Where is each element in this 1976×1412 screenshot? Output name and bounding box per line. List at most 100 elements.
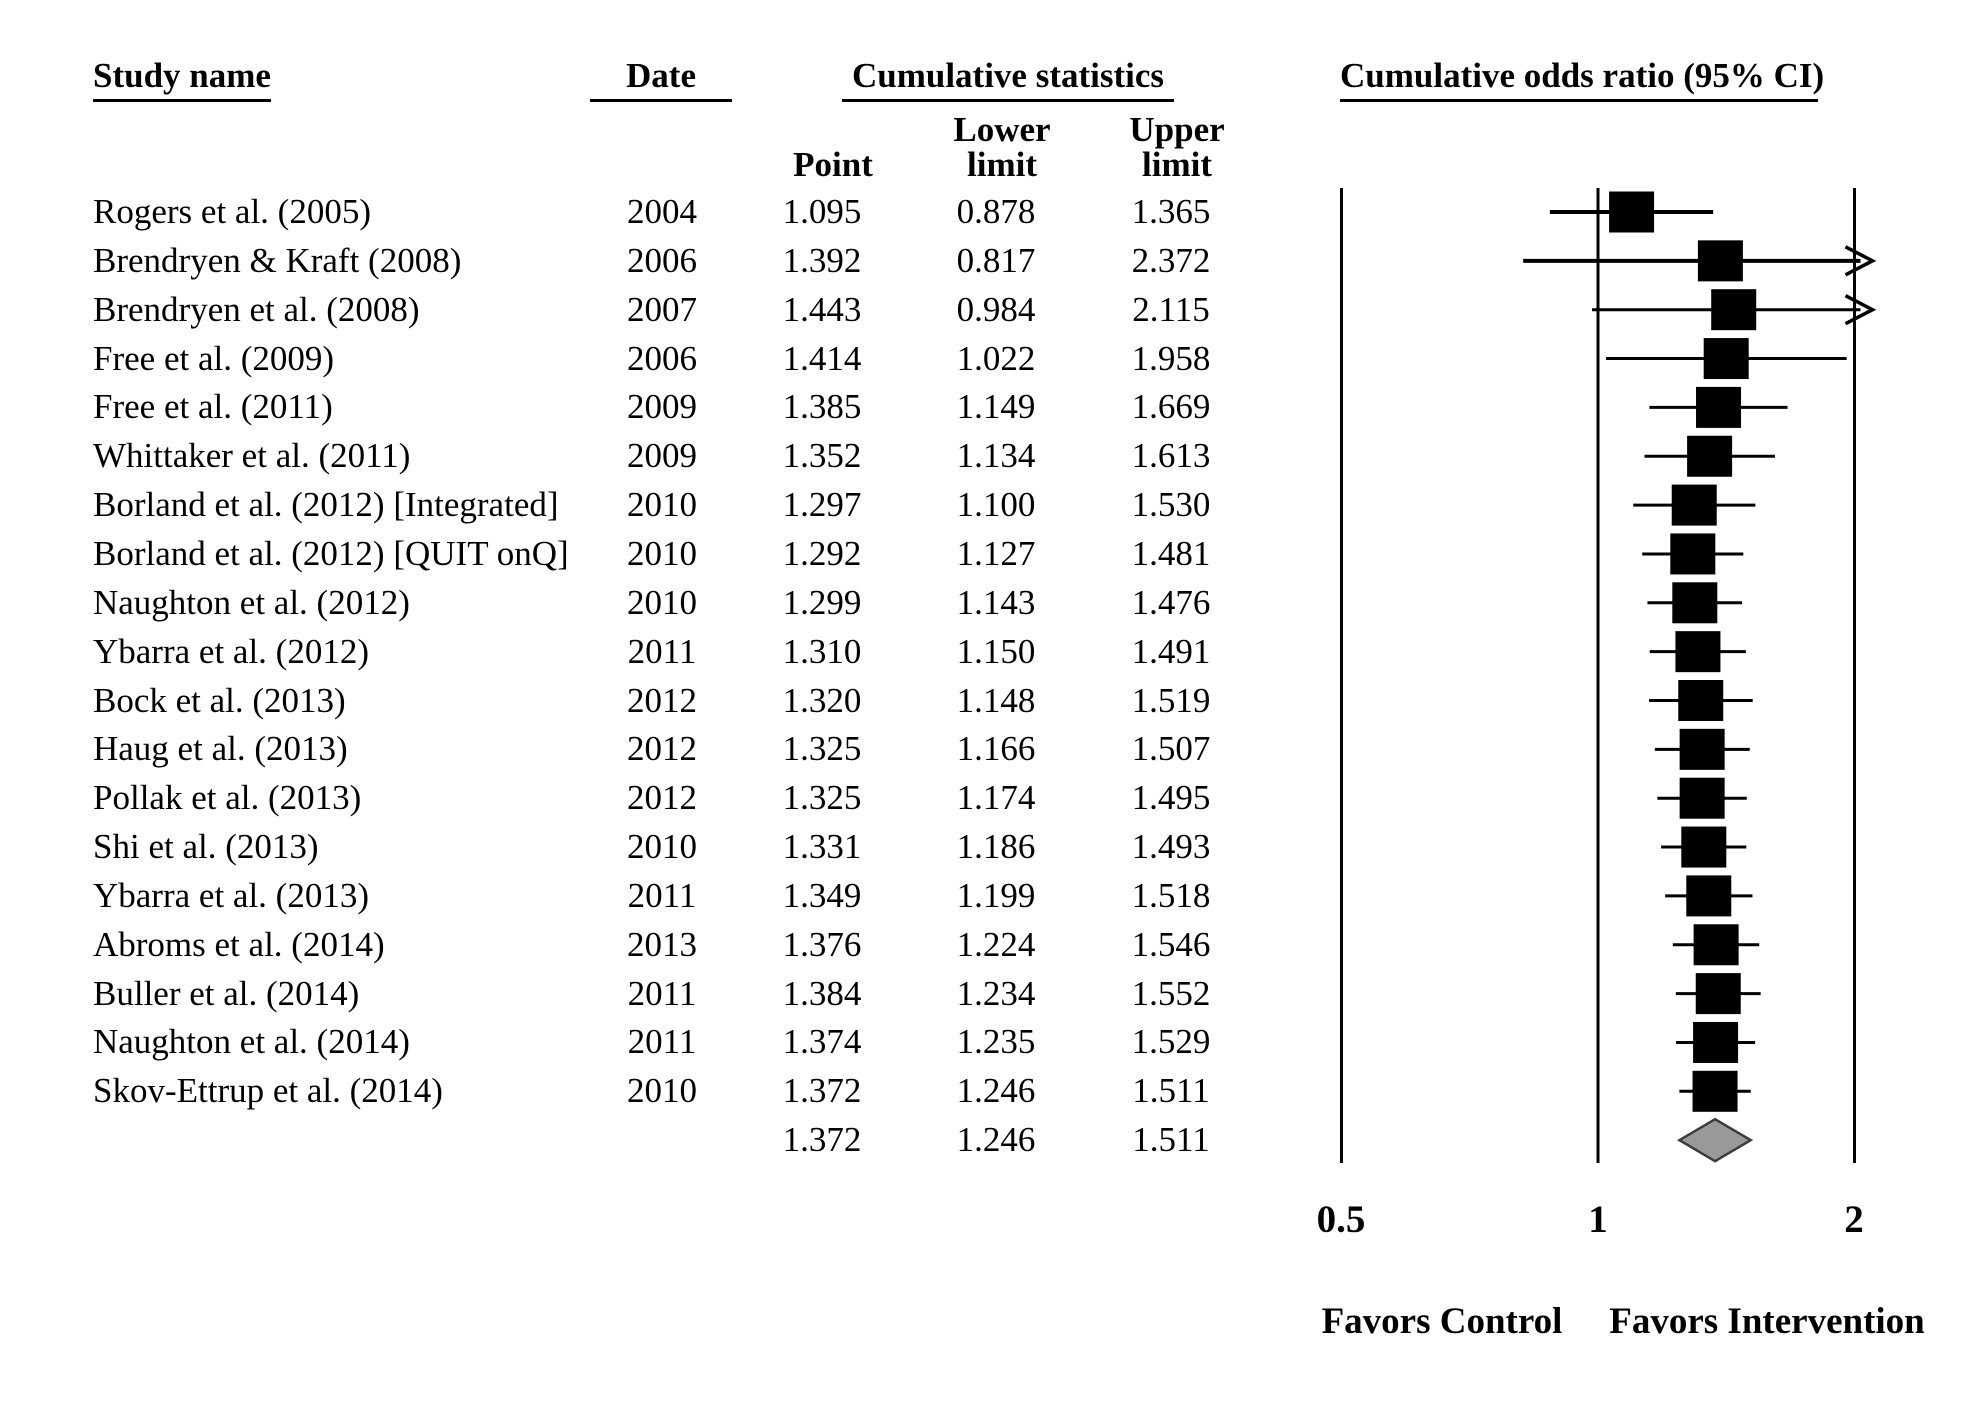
point-square [1671, 484, 1717, 526]
summary-diamond [1676, 1117, 1754, 1163]
study-name: Rogers et al. (2005) [93, 192, 371, 231]
point-estimate: 1.325 [782, 729, 862, 768]
point-estimate: 1.095 [782, 192, 862, 231]
study-date: 2006 [627, 241, 697, 280]
summary-upper: 1.511 [1132, 1120, 1210, 1159]
upper-limit: 1.530 [1131, 485, 1211, 524]
study-date: 2010 [627, 827, 697, 866]
upper-limit: 1.476 [1131, 583, 1211, 622]
study-date: 2011 [627, 876, 697, 915]
lower-limit: 1.235 [956, 1022, 1036, 1061]
study-name: Ybarra et al. (2013) [93, 876, 369, 915]
study-name: Bock et al. (2013) [93, 681, 346, 720]
point-square [1675, 631, 1721, 673]
study-name: Pollak et al. (2013) [93, 778, 362, 817]
point-estimate: 1.376 [782, 925, 862, 964]
study-date: 2009 [627, 387, 697, 426]
study-name: Abroms et al. (2014) [93, 925, 385, 964]
point-square [1672, 582, 1718, 624]
study-name: Free et al. (2011) [93, 387, 333, 426]
study-date: 2010 [627, 534, 697, 573]
lower-limit-line2: limit [967, 145, 1037, 184]
lower-limit: 1.127 [956, 534, 1036, 573]
point-estimate: 1.384 [782, 974, 862, 1013]
point-square [1609, 191, 1655, 233]
study-name: Brendryen et al. (2008) [93, 290, 420, 329]
ci-arrow-right [1844, 294, 1877, 326]
study-name: Shi et al. (2013) [93, 827, 319, 866]
study-name: Buller et al. (2014) [93, 974, 360, 1013]
summary-lower: 1.246 [956, 1120, 1036, 1159]
upper-limit: 1.491 [1131, 632, 1211, 671]
col-header-cumulative-statistics: Cumulative statistics [842, 56, 1174, 102]
favors-intervention-label: Favors Intervention [1609, 1301, 1925, 1342]
study-name: Free et al. (2009) [93, 339, 335, 378]
point-square [1692, 1070, 1738, 1112]
upper-limit: 1.613 [1131, 436, 1211, 475]
x-tick-0_5: 0.5 [1316, 1198, 1366, 1241]
lower-limit: 0.878 [956, 192, 1036, 231]
lower-limit: 1.166 [956, 729, 1036, 768]
study-name: Ybarra et al. (2012) [93, 632, 369, 671]
study-date: 2004 [627, 192, 697, 231]
study-date: 2013 [627, 925, 697, 964]
point-square [1696, 386, 1742, 428]
point-estimate: 1.352 [782, 436, 862, 475]
col-header-point: Point [793, 145, 873, 184]
point-estimate: 1.310 [782, 632, 862, 671]
study-name: Whittaker et al. (2011) [93, 436, 411, 475]
col-header-study-name: Study name [93, 56, 271, 102]
lower-limit-line1: Lower [953, 110, 1051, 149]
point-estimate: 1.372 [782, 1071, 862, 1110]
point-estimate: 1.297 [782, 485, 862, 524]
point-estimate: 1.292 [782, 534, 862, 573]
lower-limit: 1.143 [956, 583, 1036, 622]
study-name: Borland et al. (2012) [QUIT onQ] [93, 534, 569, 573]
point-square [1678, 680, 1724, 721]
col-header-upper-limit: Upper limit [1097, 112, 1257, 182]
study-date: 2010 [627, 485, 697, 524]
upper-limit: 1.669 [1131, 387, 1211, 426]
upper-limit: 1.493 [1131, 827, 1211, 866]
upper-limit: 1.481 [1131, 534, 1211, 573]
point-square [1686, 875, 1732, 917]
upper-limit: 1.511 [1132, 1071, 1210, 1110]
study-name: Brendryen & Kraft (2008) [93, 241, 462, 280]
lower-limit: 1.150 [956, 632, 1036, 671]
upper-limit: 2.372 [1131, 241, 1211, 280]
study-date: 2012 [627, 778, 697, 817]
point-estimate: 1.385 [782, 387, 862, 426]
lower-limit: 1.246 [956, 1071, 1036, 1110]
point-square [1703, 338, 1749, 380]
point-square [1679, 777, 1725, 819]
point-estimate: 1.374 [782, 1022, 862, 1061]
point-square [1695, 973, 1741, 1015]
study-name: Naughton et al. (2014) [93, 1022, 410, 1061]
study-date: 2012 [627, 729, 697, 768]
study-date: 2007 [627, 290, 697, 329]
lower-limit: 1.100 [956, 485, 1036, 524]
lower-limit: 1.199 [956, 876, 1036, 915]
point-estimate: 1.331 [782, 827, 862, 866]
point-square [1693, 924, 1739, 966]
study-name: Haug et al. (2013) [93, 729, 348, 768]
study-name: Skov-Ettrup et al. (2014) [93, 1071, 443, 1110]
point-estimate: 1.299 [782, 583, 862, 622]
study-name: Naughton et al. (2012) [93, 583, 410, 622]
lower-limit: 0.817 [956, 241, 1036, 280]
col-header-lower-limit: Lower limit [922, 112, 1082, 182]
point-estimate: 1.320 [782, 681, 862, 720]
point-estimate: 1.392 [782, 241, 862, 280]
point-square [1681, 826, 1727, 868]
lower-limit: 0.984 [956, 290, 1036, 329]
point-estimate: 1.325 [782, 778, 862, 817]
lower-limit: 1.186 [956, 827, 1036, 866]
x-tick-1: 1 [1588, 1198, 1608, 1241]
study-date: 2011 [627, 632, 697, 671]
study-date: 2012 [627, 681, 697, 720]
upper-limit: 1.552 [1131, 974, 1211, 1013]
point-square [1711, 289, 1757, 331]
lower-limit: 1.174 [956, 778, 1036, 817]
point-square [1693, 1021, 1739, 1063]
upper-limit: 1.495 [1131, 778, 1211, 817]
